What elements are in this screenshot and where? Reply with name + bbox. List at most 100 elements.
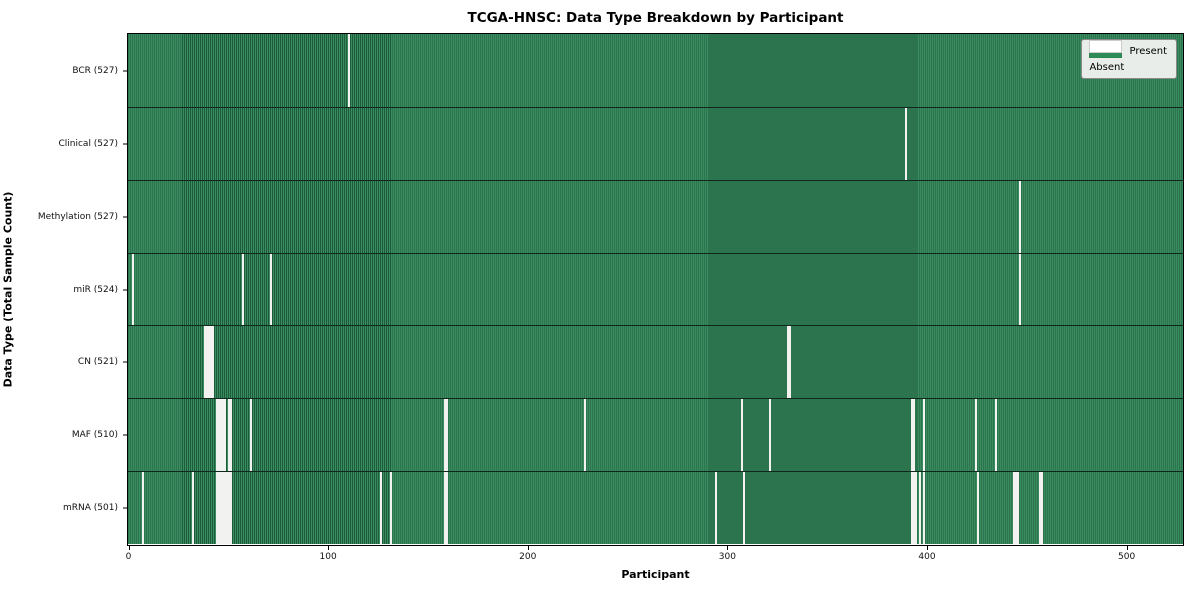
absent-mark <box>913 399 916 472</box>
absent-mark <box>743 472 746 544</box>
y-tick-mark <box>123 143 127 145</box>
row-bcr <box>128 34 1183 107</box>
y-tick-label-cn: CN (521) <box>77 357 118 368</box>
x-tick-mark <box>328 546 330 550</box>
absent-mark <box>227 472 230 544</box>
absent-mark <box>229 472 232 544</box>
absent-mark <box>209 326 212 399</box>
legend-item-absent: Absent <box>1089 40 1167 73</box>
x-tick-mark <box>128 546 130 550</box>
absent-mark <box>905 107 908 180</box>
x-tick-label-0: 0 <box>125 552 132 562</box>
absent-mark <box>219 472 222 544</box>
absent-mark <box>219 399 222 472</box>
absent-mark <box>1019 180 1022 253</box>
absent-mark <box>789 326 792 399</box>
absent-mark <box>215 472 218 544</box>
y-tick-label-mir: miR (524) <box>73 284 118 295</box>
absent-mark <box>1041 472 1044 544</box>
absent-mark <box>141 472 144 544</box>
absent-mark <box>915 472 918 544</box>
absent-mark <box>191 472 194 544</box>
absent-mark <box>217 472 220 544</box>
x-tick-label-200: 200 <box>519 552 537 562</box>
legend: Present Absent <box>1081 39 1177 79</box>
absent-mark <box>131 253 134 326</box>
row-methylation <box>128 179 1183 253</box>
absent-mark <box>787 326 790 399</box>
x-tick-label-100: 100 <box>319 552 337 562</box>
x-tick-label-400: 400 <box>918 552 936 562</box>
x-tick-mark <box>527 546 529 550</box>
chart-title: TCGA-HNSC: Data Type Breakdown by Partic… <box>467 10 844 26</box>
absent-mark <box>445 472 448 544</box>
absent-mark <box>911 399 914 472</box>
absent-mark <box>741 399 744 472</box>
absent-mark <box>1039 472 1042 544</box>
y-tick-label-methylation: Methylation (527) <box>37 211 118 222</box>
absent-mark <box>223 399 226 472</box>
absent-mark <box>913 472 916 544</box>
x-tick-mark <box>926 546 928 550</box>
absent-mark <box>205 326 208 399</box>
absent-mark <box>923 472 926 544</box>
absent-swatch-icon <box>1089 40 1123 53</box>
absent-mark <box>1019 253 1022 326</box>
absent-mark <box>347 34 350 107</box>
absent-mark <box>715 472 718 544</box>
absent-mark <box>919 472 922 544</box>
absent-mark <box>443 399 446 472</box>
x-tick-label-300: 300 <box>718 552 736 562</box>
absent-mark <box>223 472 226 544</box>
absent-mark <box>443 472 446 544</box>
absent-mark <box>389 472 392 544</box>
absent-mark <box>269 253 272 326</box>
absent-mark <box>445 399 448 472</box>
legend-absent-label: Absent <box>1089 62 1125 73</box>
absent-mark <box>995 399 998 472</box>
absent-mark <box>249 399 252 472</box>
x-tick-mark <box>727 546 729 550</box>
x-tick-mark <box>1126 546 1128 550</box>
absent-mark <box>221 472 224 544</box>
absent-mark <box>583 399 586 472</box>
absent-mark <box>229 399 232 472</box>
absent-mark <box>203 326 206 399</box>
absent-mark <box>977 472 980 544</box>
absent-mark <box>1015 472 1018 544</box>
x-tick-label-500: 500 <box>1118 552 1136 562</box>
row-cn <box>128 325 1183 399</box>
absent-mark <box>211 326 214 399</box>
y-tick-mark <box>123 70 127 72</box>
absent-mark <box>1013 472 1016 544</box>
absent-mark <box>911 472 914 544</box>
y-tick-mark <box>123 289 127 290</box>
absent-mark <box>207 326 210 399</box>
absent-mark <box>221 399 224 472</box>
row-clinical <box>128 106 1183 180</box>
y-tick-mark <box>123 361 127 363</box>
y-tick-mark <box>123 216 127 218</box>
y-tick-label-mrna: mRNA (501) <box>63 503 118 514</box>
absent-mark <box>225 472 228 544</box>
absent-mark <box>215 399 218 472</box>
x-axis-label: Participant <box>621 568 690 581</box>
y-tick-label-maf: MAF (510) <box>71 430 118 441</box>
absent-mark <box>923 399 926 472</box>
absent-mark <box>769 399 772 472</box>
absent-mark <box>217 399 220 472</box>
absent-mark <box>227 399 230 472</box>
y-tick-label-clinical: Clinical (527) <box>58 138 118 149</box>
legend-present-label: Present <box>1129 46 1167 57</box>
plot-area: Present Absent <box>127 33 1184 546</box>
absent-mark <box>241 253 244 326</box>
y-tick-mark <box>123 434 127 436</box>
absent-mark <box>379 472 382 544</box>
row-maf <box>128 398 1183 472</box>
row-mrna <box>128 471 1183 544</box>
absent-mark <box>1017 472 1020 544</box>
absent-mark <box>975 399 978 472</box>
row-mir <box>128 252 1183 326</box>
y-tick-label-bcr: BCR (527) <box>72 65 118 76</box>
